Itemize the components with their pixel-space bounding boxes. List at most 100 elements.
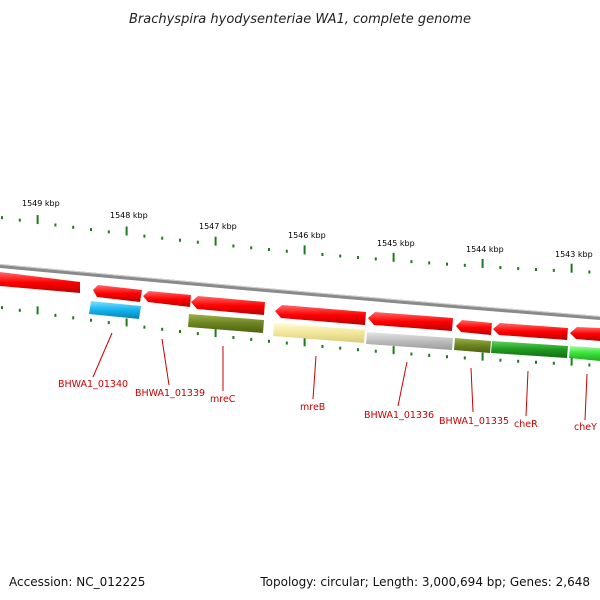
kbp-labels: 1549 kbp 1548 kbp 1547 kbp 1546 kbp 1545… — [22, 199, 593, 259]
tick-mark — [143, 325, 146, 329]
gene-feature — [143, 291, 191, 307]
gene-label: BHWA1_01336 — [364, 410, 434, 421]
accession-text: Accession: NC_012225 — [9, 575, 145, 589]
tick-mark — [339, 346, 342, 350]
tick-mark — [179, 238, 181, 242]
tick-mark — [232, 336, 235, 340]
tick-mark — [303, 245, 306, 255]
tick-mark — [570, 263, 573, 273]
leader-line — [470, 367, 474, 413]
tick-mark — [481, 352, 484, 361]
tick-mark — [36, 215, 39, 225]
tick-mark — [552, 268, 555, 272]
gene-feature — [275, 305, 366, 325]
gene-label: mreB — [300, 402, 325, 413]
kbp-label: 1547 kbp — [199, 222, 237, 231]
leader-line — [584, 373, 588, 421]
tick-mark — [285, 341, 288, 345]
tick-mark — [268, 248, 270, 252]
tick-mark — [196, 332, 199, 336]
tick-mark — [196, 240, 199, 244]
leader-line — [312, 355, 317, 400]
tick-mark — [143, 234, 146, 238]
gene-feature — [456, 320, 492, 335]
map-title: Brachyspira hyodysenteriae WA1, complete… — [129, 12, 471, 27]
tick-mark — [303, 338, 306, 347]
tick-mark — [357, 348, 359, 352]
tick-mark — [268, 339, 270, 343]
tick-mark — [410, 352, 413, 356]
kbp-tick-marks — [1, 215, 591, 274]
tick-mark — [392, 346, 395, 355]
tick-mark — [499, 358, 502, 362]
gene-feature — [493, 323, 568, 340]
kbp-label: 1549 kbp — [22, 199, 60, 208]
tick-mark — [428, 261, 431, 265]
gene-label: BHWA1_01340 — [58, 379, 128, 390]
gene-feature — [569, 346, 600, 361]
tick-mark — [125, 226, 128, 236]
gene-feature — [366, 332, 453, 350]
genome-backbone — [0, 264, 600, 320]
genome-backbone-highlight — [0, 264, 600, 317]
kbp-label: 1543 kbp — [555, 250, 593, 259]
kbp-label: 1545 kbp — [377, 239, 415, 248]
tick-mark — [339, 254, 342, 258]
tick-mark — [72, 225, 75, 229]
tick-mark — [179, 329, 181, 333]
tick-mark — [374, 257, 377, 261]
gene-feature — [570, 327, 600, 341]
gene-labels: BHWA1_01340 BHWA1_01339 mreC mreB BHWA1_… — [58, 379, 597, 433]
tick-mark — [517, 359, 520, 363]
tick-mark — [517, 267, 520, 271]
tick-mark — [428, 353, 431, 357]
tick-mark — [463, 356, 466, 360]
tick-mark — [250, 337, 253, 341]
tick-mark — [410, 260, 413, 264]
tick-mark — [161, 236, 164, 240]
gene-feature — [89, 301, 141, 319]
tick-mark — [214, 236, 217, 246]
leader-line — [92, 332, 113, 378]
tick-mark — [446, 262, 448, 266]
tick-mark — [18, 308, 21, 312]
gene-feature — [93, 285, 142, 302]
gene-label: BHWA1_01335 — [439, 416, 509, 427]
leader-line — [161, 338, 170, 386]
tick-mark — [321, 252, 324, 256]
gene-label: cheY — [574, 422, 597, 433]
gene-label: mreC — [210, 394, 236, 405]
gene-feature — [273, 323, 365, 343]
tick-mark — [357, 256, 359, 260]
kbp-label: 1548 kbp — [110, 211, 148, 220]
tick-mark — [374, 349, 377, 353]
gene-feature — [368, 312, 453, 331]
tick-mark — [107, 321, 110, 325]
tick-mark — [570, 357, 573, 366]
leader-line — [397, 361, 408, 407]
gene-label: cheR — [514, 419, 538, 430]
tick-mark — [250, 246, 253, 250]
tick-mark — [1, 216, 3, 220]
forward-strand-genes — [0, 272, 600, 341]
gene-label: BHWA1_01339 — [135, 388, 205, 399]
tick-mark — [125, 318, 128, 327]
tick-mark — [214, 329, 217, 338]
tick-mark — [463, 263, 466, 267]
tick-mark — [446, 355, 448, 359]
tick-mark — [588, 270, 591, 274]
tick-mark — [285, 249, 288, 253]
tick-mark — [552, 361, 555, 365]
tick-mark — [107, 230, 110, 234]
gene-feature — [188, 314, 264, 333]
tick-mark — [161, 327, 164, 331]
tick-mark — [1, 306, 3, 310]
tick-mark — [321, 345, 324, 349]
tick-mark — [481, 258, 484, 268]
tick-mark — [54, 313, 57, 317]
tick-mark — [54, 223, 57, 227]
gene-feature — [491, 341, 568, 358]
kbp-label: 1544 kbp — [466, 245, 504, 254]
inner-tick-marks — [1, 306, 591, 367]
